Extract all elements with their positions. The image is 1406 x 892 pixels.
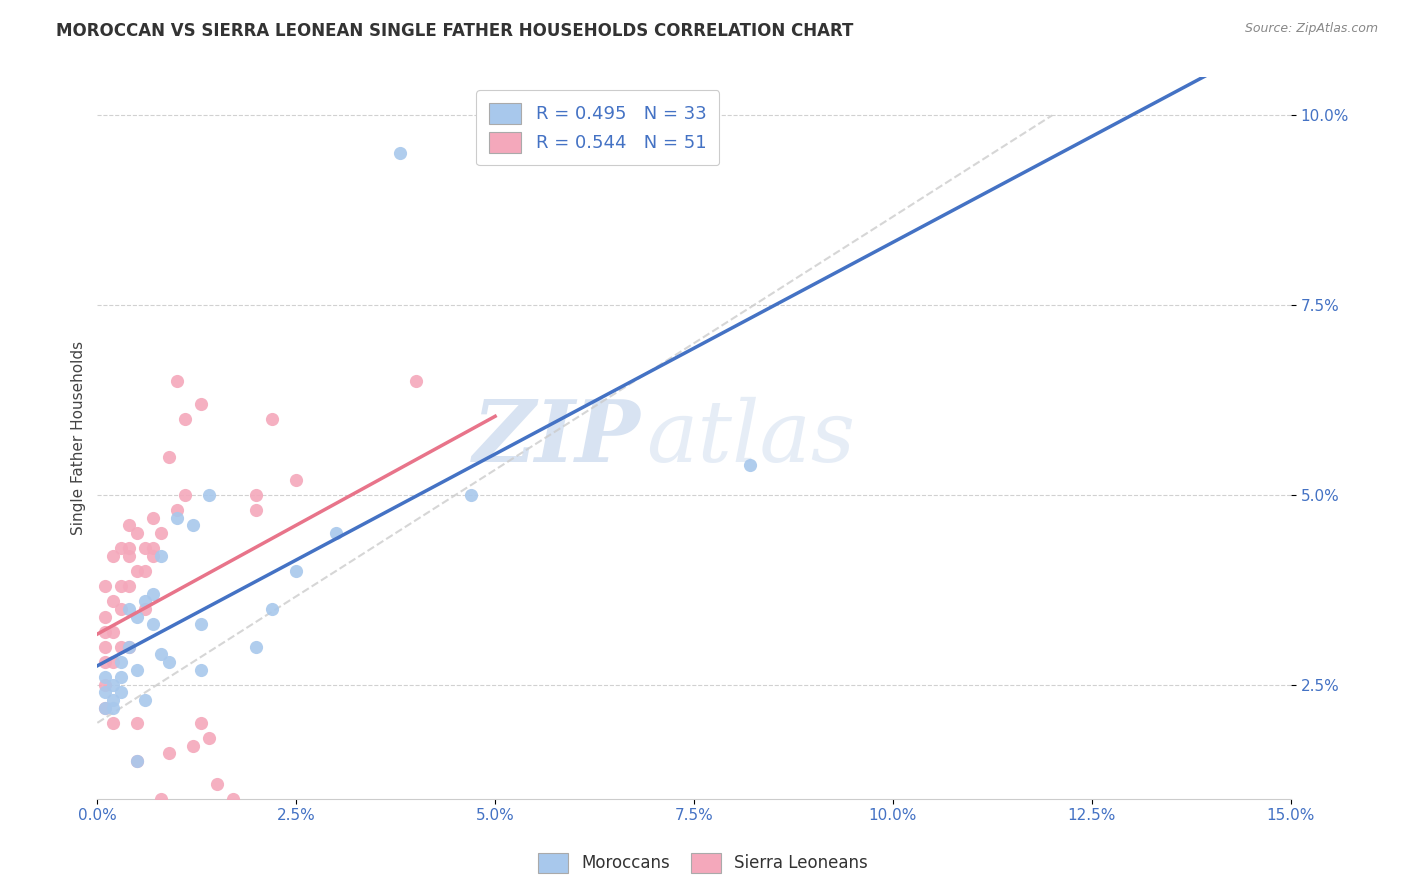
Point [127, 609, 149, 624]
Point [197, 488, 219, 502]
Point [150, 526, 173, 541]
Point [134, 602, 156, 616]
Point [103, 549, 125, 563]
Y-axis label: Single Father Households: Single Father Households [72, 341, 86, 535]
Point [221, 791, 243, 805]
Point [94, 609, 117, 624]
Point [285, 473, 308, 487]
Point [245, 488, 267, 502]
Point [245, 640, 267, 654]
Point [118, 518, 141, 533]
Point [103, 715, 125, 730]
Point [110, 640, 132, 654]
Point [190, 397, 212, 411]
Point [118, 640, 141, 654]
Point [460, 488, 482, 502]
Point [94, 700, 117, 714]
Point [325, 526, 347, 541]
Point [173, 412, 195, 426]
Point [262, 412, 284, 426]
Point [127, 526, 149, 541]
Point [173, 488, 195, 502]
Point [118, 602, 141, 616]
Point [245, 503, 267, 517]
Point [134, 594, 156, 608]
Point [94, 670, 117, 684]
Point [103, 624, 125, 639]
Text: Source: ZipAtlas.com: Source: ZipAtlas.com [1244, 22, 1378, 36]
Point [181, 518, 204, 533]
Point [157, 655, 180, 669]
Point [142, 549, 165, 563]
Point [118, 549, 141, 563]
Point [127, 754, 149, 768]
Point [110, 579, 132, 593]
Point [181, 739, 204, 753]
Point [205, 776, 228, 790]
Legend: Moroccans, Sierra Leoneans: Moroccans, Sierra Leoneans [531, 847, 875, 880]
Point [127, 564, 149, 578]
Legend: R = 0.495   N = 33, R = 0.544   N = 51: R = 0.495 N = 33, R = 0.544 N = 51 [477, 90, 720, 165]
Point [134, 541, 156, 556]
Point [190, 663, 212, 677]
Point [150, 549, 173, 563]
Point [134, 564, 156, 578]
Point [166, 374, 188, 388]
Point [142, 617, 165, 632]
Point [157, 746, 180, 760]
Point [110, 602, 132, 616]
Point [150, 648, 173, 662]
Point [103, 693, 125, 707]
Point [127, 715, 149, 730]
Point [103, 700, 125, 714]
Point [157, 450, 180, 464]
Point [388, 146, 411, 161]
Text: ZIP: ZIP [472, 396, 640, 480]
Point [142, 541, 165, 556]
Point [94, 655, 117, 669]
Point [150, 791, 173, 805]
Point [118, 579, 141, 593]
Point [197, 731, 219, 745]
Point [738, 458, 761, 472]
Point [190, 617, 212, 632]
Point [103, 594, 125, 608]
Point [166, 511, 188, 525]
Point [94, 678, 117, 692]
Point [110, 685, 132, 699]
Point [94, 700, 117, 714]
Point [134, 693, 156, 707]
Point [142, 587, 165, 601]
Point [118, 640, 141, 654]
Point [94, 579, 117, 593]
Point [110, 670, 132, 684]
Point [127, 754, 149, 768]
Text: atlas: atlas [647, 397, 855, 479]
Point [190, 715, 212, 730]
Point [103, 678, 125, 692]
Point [103, 655, 125, 669]
Point [214, 814, 236, 829]
Point [285, 564, 308, 578]
Point [94, 624, 117, 639]
Point [405, 374, 427, 388]
Point [94, 685, 117, 699]
Point [262, 602, 284, 616]
Point [110, 541, 132, 556]
Point [118, 541, 141, 556]
Point [110, 655, 132, 669]
Point [142, 511, 165, 525]
Point [166, 503, 188, 517]
Text: MOROCCAN VS SIERRA LEONEAN SINGLE FATHER HOUSEHOLDS CORRELATION CHART: MOROCCAN VS SIERRA LEONEAN SINGLE FATHER… [56, 22, 853, 40]
Point [127, 663, 149, 677]
Point [94, 640, 117, 654]
